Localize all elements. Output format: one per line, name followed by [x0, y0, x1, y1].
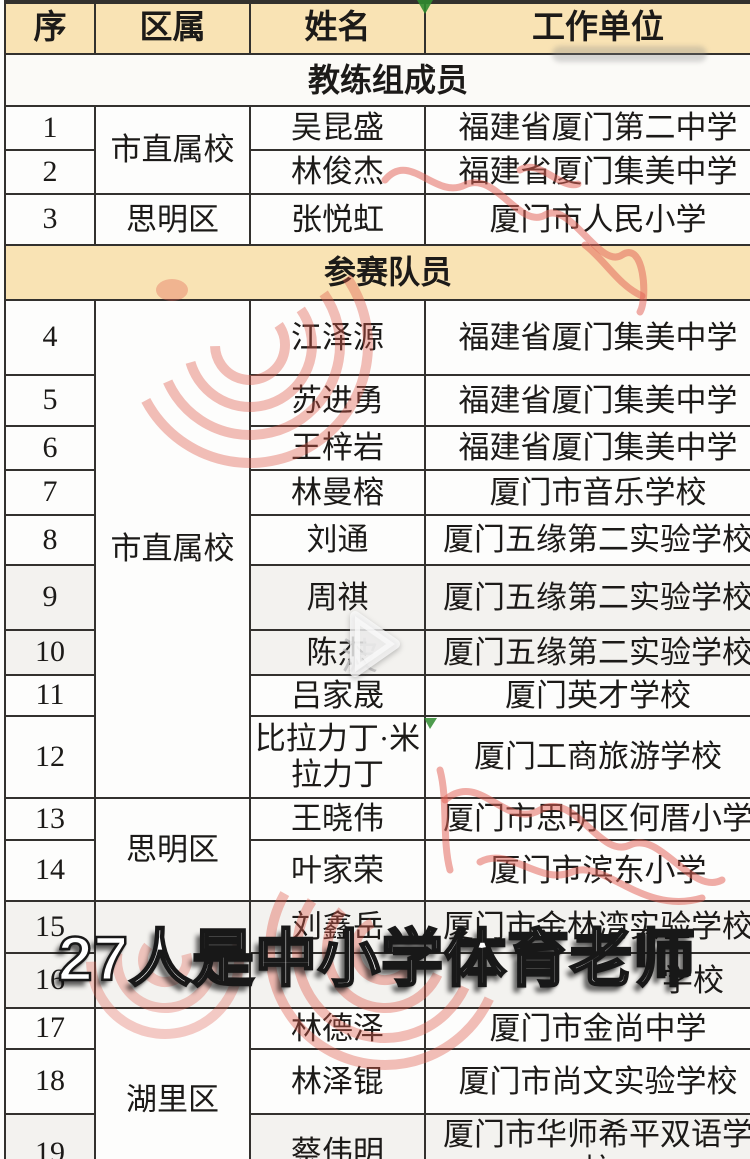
- row-number-cell: 3: [4, 193, 96, 246]
- name-cell: 吕家晟: [249, 674, 426, 717]
- caption-overlay: 27人是中小学体育老师: [57, 924, 696, 995]
- school-cell: 厦门市金尚中学: [424, 1007, 750, 1050]
- district-cell: 市直属校: [94, 105, 251, 195]
- row-number-cell: 18: [4, 1048, 96, 1115]
- table-row: 5 苏进勇 福建省厦门集美中学: [4, 374, 750, 427]
- school-cell: 厦门工商旅游学校: [424, 715, 750, 799]
- row-number-cell: 12: [4, 715, 96, 799]
- school-cell: 福建省厦门集美中学: [424, 149, 750, 195]
- name-cell: 蔡伟明: [249, 1113, 426, 1159]
- table-row: 7 林曼榕 厦门市音乐学校: [4, 469, 750, 516]
- name-cell: 周祺: [249, 564, 426, 631]
- col-header-district: 区属: [94, 1, 251, 55]
- table-row: 4 市直属校 江泽源 福建省厦门集美中学: [4, 299, 750, 799]
- table-row: 1 市直属校 吴昆盛 福建省厦门第二中学: [4, 105, 750, 195]
- row-number-cell: 1: [4, 105, 96, 151]
- school-cell: 福建省厦门集美中学: [424, 425, 750, 471]
- school-cell: 厦门五缘第二实验学校: [424, 564, 750, 631]
- table-row: 13 思明区 王晓伟 厦门市思明区何厝小学: [4, 797, 750, 902]
- row-number-cell: 16: [4, 952, 96, 1009]
- col-header-index: 序: [4, 1, 96, 55]
- school-cell: 厦门五缘第二实验学校: [424, 514, 750, 566]
- name-cell: 林德泽: [249, 1007, 426, 1050]
- name-cell: 刘鑫岳: [249, 900, 426, 954]
- row-number-cell: 19: [4, 1113, 96, 1159]
- name-cell: 比拉力丁·米拉力丁: [249, 715, 426, 799]
- table-row: 3 思明区 张悦虹 厦门市人民小学: [4, 193, 750, 246]
- row-number-cell: 13: [4, 797, 96, 841]
- school-cell: 厦门市滨东小学: [424, 839, 750, 902]
- school-cell: 厦门五缘第二实验学校: [424, 629, 750, 676]
- header-row: 序 区属 姓名 工作单位: [4, 1, 750, 55]
- blurred-watermark: [552, 46, 707, 62]
- section-title: 参赛队员: [4, 244, 750, 301]
- name-cell: 苏进勇: [249, 374, 426, 427]
- roster-table: 序 区属 姓名 工作单位 教练组成员 1 市直属校 吴昆盛 福建省厦门第二中学 …: [4, 0, 750, 1159]
- row-number-cell: 10: [4, 629, 96, 676]
- name-cell: 王晓伟: [249, 797, 426, 841]
- section-title: 教练组成员: [4, 53, 750, 107]
- row-number-cell: 8: [4, 514, 96, 566]
- table-row: 8 刘通 厦门五缘第二实验学校: [4, 514, 750, 566]
- row-number-cell: 2: [4, 149, 96, 195]
- school-cell: 厦门市思明区何厝小学: [424, 797, 750, 841]
- name-cell: 吴昆盛: [249, 105, 426, 151]
- row-number-cell: 7: [4, 469, 96, 516]
- name-cell: 林曼榕: [249, 469, 426, 516]
- school-cell: 福建省厦门第二中学: [424, 105, 750, 151]
- school-cell: 厦门市尚文实验学校: [424, 1048, 750, 1115]
- school-cell: 厦门市人民小学: [424, 193, 750, 246]
- col-header-work-unit: 工作单位: [424, 1, 750, 55]
- school-cell: 厦门英才学校: [424, 674, 750, 717]
- row-number-cell: 4: [4, 299, 96, 376]
- table-row: 6 王梓岩 福建省厦门集美中学: [4, 425, 750, 471]
- school-cell: 厦门市音乐学校: [424, 469, 750, 516]
- district-cell: 思明区: [94, 193, 251, 246]
- school-cell: 厦门市金林湾实验学校: [424, 900, 750, 954]
- school-cell: 学校: [424, 952, 750, 1009]
- name-cell: 王梓岩: [249, 425, 426, 471]
- district-cell: [94, 900, 251, 1009]
- row-number-cell: 6: [4, 425, 96, 471]
- district-cell: 思明区: [94, 797, 251, 902]
- row-number-cell: 17: [4, 1007, 96, 1050]
- name-cell: 林泽锟: [249, 1048, 426, 1115]
- school-cell: 福建省厦门集美中学: [424, 299, 750, 376]
- name-cell: 刘通: [249, 514, 426, 566]
- district-cell: 市直属校: [94, 299, 251, 799]
- table-row: 11 吕家晟 厦门英才学校: [4, 674, 750, 717]
- name-cell: [249, 952, 426, 1009]
- col-header-name: 姓名: [249, 1, 426, 55]
- table-row: 17 湖里区 林德泽 厦门市金尚中学: [4, 1007, 750, 1159]
- name-cell: 林俊杰: [249, 149, 426, 195]
- name-cell: 江泽源: [249, 299, 426, 376]
- section-row-coaches: 教练组成员: [4, 53, 750, 107]
- name-cell: 张悦虹: [249, 193, 426, 246]
- play-icon[interactable]: [349, 610, 401, 678]
- row-number-cell: 15: [4, 900, 96, 954]
- name-cell: 陈杰: [249, 629, 426, 676]
- row-number-cell: 9: [4, 564, 96, 631]
- table-row: 12 比拉力丁·米拉力丁 厦门工商旅游学校: [4, 715, 750, 799]
- section-row-players: 参赛队员: [4, 244, 750, 301]
- school-cell: 厦门市华师希平双语学校: [424, 1113, 750, 1159]
- table-row: 18 林泽锟 厦门市尚文实验学校: [4, 1048, 750, 1115]
- name-cell: 叶家荣: [249, 839, 426, 902]
- row-number-cell: 14: [4, 839, 96, 902]
- table-row: 15 刘鑫岳 厦门市金林湾实验学校: [4, 900, 750, 1009]
- school-cell: 福建省厦门集美中学: [424, 374, 750, 427]
- district-cell: 湖里区: [94, 1007, 251, 1159]
- row-number-cell: 5: [4, 374, 96, 427]
- row-number-cell: 11: [4, 674, 96, 717]
